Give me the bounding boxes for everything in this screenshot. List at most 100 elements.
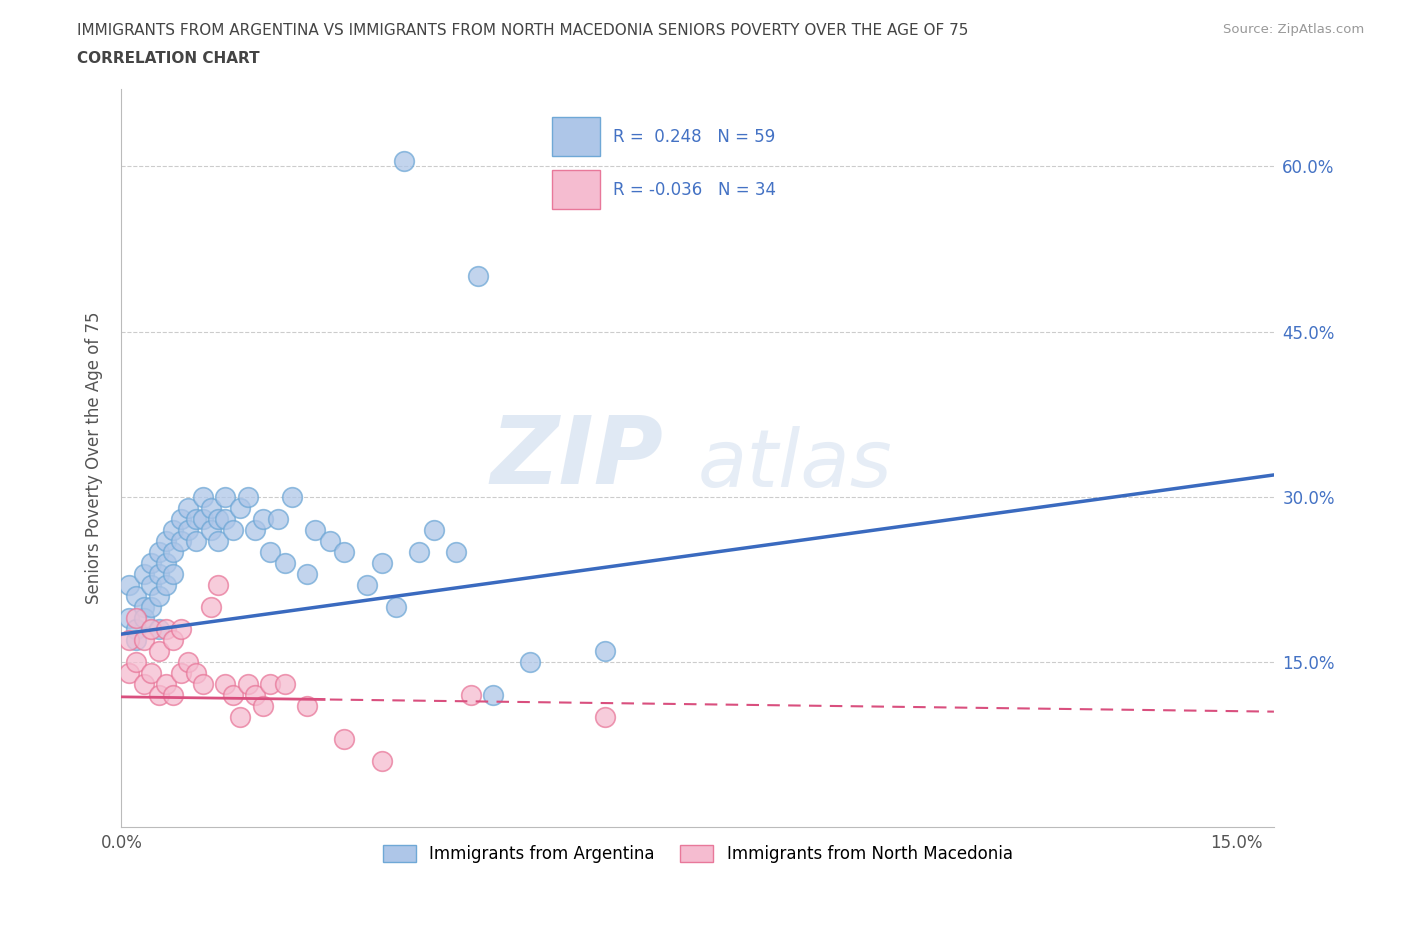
Point — [236, 676, 259, 691]
Point — [191, 676, 214, 691]
Point — [139, 578, 162, 592]
Point — [467, 269, 489, 284]
Point — [318, 533, 340, 548]
Point — [118, 610, 141, 625]
Point — [370, 753, 392, 768]
Point — [125, 588, 148, 603]
Point — [170, 512, 193, 526]
Point — [148, 566, 170, 581]
Point — [148, 644, 170, 658]
Point — [170, 665, 193, 680]
Point — [259, 676, 281, 691]
Point — [222, 687, 245, 702]
Point — [214, 489, 236, 504]
Point — [385, 599, 408, 614]
Point — [155, 533, 177, 548]
Point — [593, 710, 616, 724]
Point — [139, 665, 162, 680]
Point — [155, 555, 177, 570]
Point — [132, 599, 155, 614]
Point — [148, 544, 170, 559]
Point — [118, 665, 141, 680]
Point — [155, 578, 177, 592]
Point — [148, 588, 170, 603]
Point — [333, 731, 356, 746]
Point — [245, 687, 267, 702]
Point — [155, 676, 177, 691]
Point — [304, 522, 326, 537]
Point — [214, 512, 236, 526]
Point — [356, 578, 378, 592]
Point — [184, 533, 207, 548]
Point — [252, 512, 274, 526]
Point — [444, 544, 467, 559]
Point — [132, 676, 155, 691]
Point — [200, 599, 222, 614]
Point — [177, 522, 200, 537]
Point — [139, 555, 162, 570]
Point — [252, 698, 274, 713]
Point — [125, 632, 148, 647]
Point — [155, 621, 177, 636]
Point — [460, 687, 482, 702]
Point — [274, 676, 297, 691]
Point — [266, 512, 288, 526]
Point — [139, 599, 162, 614]
Point — [191, 489, 214, 504]
Point — [214, 676, 236, 691]
Point — [207, 533, 229, 548]
Point — [170, 533, 193, 548]
Text: IMMIGRANTS FROM ARGENTINA VS IMMIGRANTS FROM NORTH MACEDONIA SENIORS POVERTY OVE: IMMIGRANTS FROM ARGENTINA VS IMMIGRANTS … — [77, 23, 969, 38]
Point — [408, 544, 430, 559]
Point — [125, 654, 148, 669]
Legend: Immigrants from Argentina, Immigrants from North Macedonia: Immigrants from Argentina, Immigrants fr… — [375, 839, 1019, 870]
Point — [392, 153, 415, 168]
Point — [125, 610, 148, 625]
Point — [274, 555, 297, 570]
Point — [229, 500, 252, 515]
Point — [297, 566, 319, 581]
Point — [132, 566, 155, 581]
Text: ZIP: ZIP — [491, 412, 664, 504]
Point — [222, 522, 245, 537]
Point — [162, 522, 184, 537]
Point — [162, 544, 184, 559]
Point — [245, 522, 267, 537]
Point — [148, 687, 170, 702]
Y-axis label: Seniors Poverty Over the Age of 75: Seniors Poverty Over the Age of 75 — [86, 312, 103, 604]
Point — [132, 610, 155, 625]
Point — [162, 632, 184, 647]
Text: Source: ZipAtlas.com: Source: ZipAtlas.com — [1223, 23, 1364, 36]
Point — [236, 489, 259, 504]
Point — [229, 710, 252, 724]
Point — [333, 544, 356, 559]
Point — [118, 578, 141, 592]
Point — [177, 500, 200, 515]
Point — [125, 621, 148, 636]
Point — [207, 512, 229, 526]
Point — [370, 555, 392, 570]
Point — [170, 621, 193, 636]
Text: atlas: atlas — [697, 427, 893, 504]
Point — [184, 665, 207, 680]
Text: CORRELATION CHART: CORRELATION CHART — [77, 51, 260, 66]
Point — [200, 500, 222, 515]
Point — [519, 654, 541, 669]
Point — [259, 544, 281, 559]
Point — [422, 522, 444, 537]
Point — [482, 687, 505, 702]
Point — [281, 489, 304, 504]
Point — [139, 621, 162, 636]
Point — [162, 566, 184, 581]
Point — [593, 644, 616, 658]
Point — [200, 522, 222, 537]
Point — [191, 512, 214, 526]
Point — [118, 632, 141, 647]
Point — [132, 632, 155, 647]
Point — [162, 687, 184, 702]
Point — [297, 698, 319, 713]
Point — [207, 578, 229, 592]
Point — [177, 654, 200, 669]
Point — [184, 512, 207, 526]
Point — [148, 621, 170, 636]
